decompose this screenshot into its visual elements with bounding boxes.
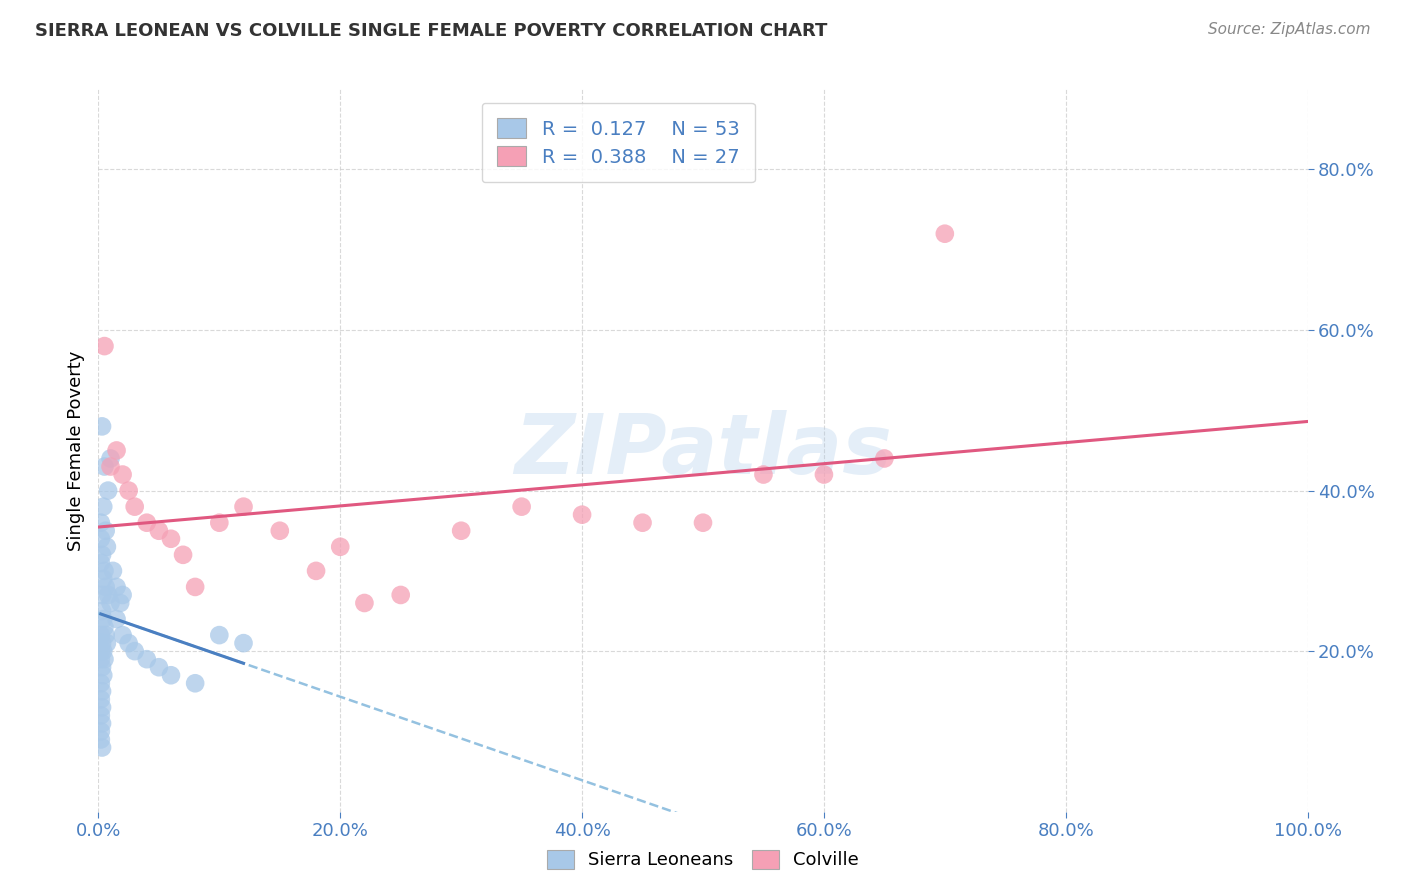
Point [111,588,134,602]
Point [135,516,157,530]
Point [91,740,114,755]
Point [90,652,112,666]
Point [752,467,775,482]
Point [105,580,128,594]
Point [100,451,122,466]
Point [329,540,352,554]
Point [90,516,112,530]
Point [105,612,128,626]
Point [91,419,114,434]
Y-axis label: Single Female Poverty: Single Female Poverty [66,351,84,550]
Point [91,668,114,682]
Point [93,620,115,634]
Point [124,500,146,514]
Point [94,524,117,538]
Point [232,636,254,650]
Point [148,660,170,674]
Point [91,612,114,626]
Point [91,660,114,674]
Point [148,524,170,538]
Point [934,227,956,241]
Point [118,483,141,498]
Point [184,676,207,690]
Point [873,451,896,466]
Point [90,628,112,642]
Point [93,652,115,666]
Point [124,644,146,658]
Point [208,516,231,530]
Point [184,580,207,594]
Point [631,516,654,530]
Point [111,467,134,482]
Point [108,596,131,610]
Point [94,580,117,594]
Text: SIERRA LEONEAN VS COLVILLE SINGLE FEMALE POVERTY CORRELATION CHART: SIERRA LEONEAN VS COLVILLE SINGLE FEMALE… [35,22,828,40]
Point [160,668,183,682]
Point [90,532,112,546]
Point [93,459,115,474]
Point [118,636,141,650]
Point [208,628,231,642]
Point [93,339,115,353]
Point [172,548,194,562]
Point [111,628,134,642]
Point [90,644,112,658]
Point [100,459,122,474]
Point [91,548,114,562]
Text: ZIPatlas: ZIPatlas [515,410,891,491]
Point [91,636,114,650]
Point [232,500,254,514]
Point [571,508,593,522]
Point [692,516,714,530]
Legend: R =  0.127    N = 53, R =  0.388    N = 27: R = 0.127 N = 53, R = 0.388 N = 27 [482,103,755,183]
Point [93,564,115,578]
Point [269,524,291,538]
Point [91,604,114,618]
Point [389,588,412,602]
Point [91,572,114,586]
Point [105,443,128,458]
Point [813,467,835,482]
Point [90,732,112,747]
Point [305,564,328,578]
Point [91,684,114,698]
Point [450,524,472,538]
Point [91,700,114,714]
Point [160,532,183,546]
Point [96,540,118,554]
Point [97,483,120,498]
Point [90,556,112,570]
Point [91,644,114,658]
Point [91,588,114,602]
Text: Source: ZipAtlas.com: Source: ZipAtlas.com [1208,22,1371,37]
Point [91,716,114,731]
Point [353,596,375,610]
Point [90,724,112,739]
Legend: Sierra Leoneans, Colville: Sierra Leoneans, Colville [538,841,868,879]
Point [97,588,120,602]
Point [91,500,114,514]
Point [101,564,124,578]
Point [90,708,112,723]
Point [96,636,118,650]
Point [100,596,122,610]
Point [90,692,112,706]
Point [90,676,112,690]
Point [94,628,117,642]
Point [135,652,157,666]
Point [510,500,533,514]
